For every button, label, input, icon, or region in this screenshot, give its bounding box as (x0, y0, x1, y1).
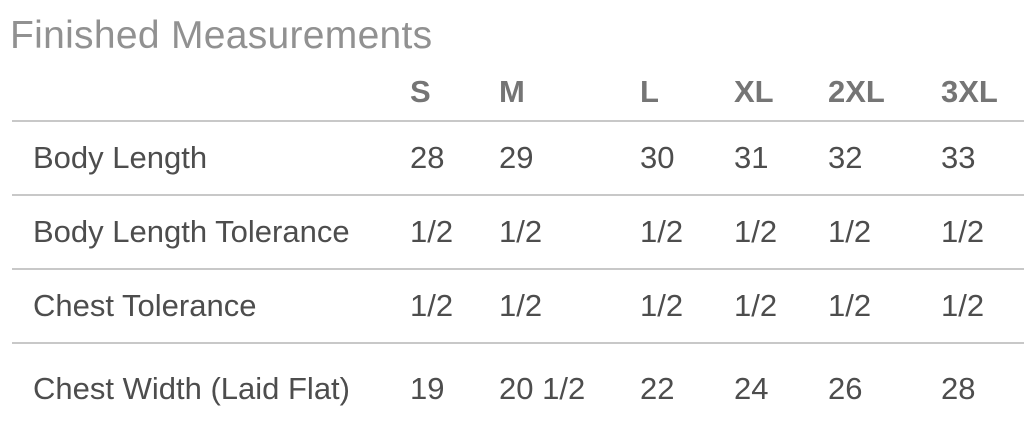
header-row: S M L XL 2XL 3XL (12, 58, 1024, 122)
column-header-2xl: 2XL (828, 58, 941, 122)
cell-value: 31 (734, 121, 828, 196)
cell-value: 1/2 (499, 269, 640, 344)
cell-value: 26 (828, 370, 863, 406)
header-spacer (12, 58, 410, 122)
cell-value: 1/2 (941, 195, 1024, 270)
table-row-chest-tolerance: Chest Tolerance 1/2 1/2 1/2 1/2 1/2 1/2 (12, 269, 1024, 344)
cell-value: 32 (828, 121, 941, 196)
cell-value: 1/2 (410, 269, 499, 344)
cell-value: 28 (941, 370, 976, 406)
cell-value: 1/2 (640, 195, 734, 270)
cell-value: 1/2 (410, 195, 499, 270)
column-header-s: S (410, 58, 499, 122)
measurements-table: S M L XL 2XL 3XL Body Length 28 29 30 31… (12, 58, 1024, 433)
cell-value: 33 (941, 121, 1024, 196)
cell-value: 22 (640, 370, 675, 406)
cell-value: 19 (410, 370, 445, 406)
cell-value: 24 (734, 370, 769, 406)
row-label: Body Length (12, 121, 410, 196)
column-header-3xl: 3XL (941, 58, 1024, 122)
cell-value: 1/2 (941, 269, 1024, 344)
cell-value: 1/2 (828, 269, 941, 344)
cell-value: 28 (410, 121, 499, 196)
table-row-chest-width-laid-flat: Chest Width (Laid Flat) 19 20 1/2 22 24 … (12, 343, 1024, 433)
section-title: Finished Measurements (10, 14, 433, 57)
row-label: Body Length Tolerance (12, 195, 410, 270)
cell-value: 1/2 (828, 195, 941, 270)
column-header-l: L (640, 58, 734, 122)
row-label: Chest Width (Laid Flat) (33, 370, 350, 406)
cell-value: 29 (499, 121, 640, 196)
cell-value: 1/2 (734, 269, 828, 344)
table-row-body-length: Body Length 28 29 30 31 32 33 (12, 121, 1024, 196)
cell-value: 1/2 (734, 195, 828, 270)
column-header-m: M (499, 58, 640, 122)
cell-value: 1/2 (640, 269, 734, 344)
cell-value: 30 (640, 121, 734, 196)
row-label: Chest Tolerance (12, 269, 410, 344)
table-row-body-length-tolerance: Body Length Tolerance 1/2 1/2 1/2 1/2 1/… (12, 195, 1024, 270)
cell-value: 20 1/2 (499, 370, 586, 406)
cell-value: 1/2 (499, 195, 640, 270)
column-header-xl: XL (734, 58, 828, 122)
